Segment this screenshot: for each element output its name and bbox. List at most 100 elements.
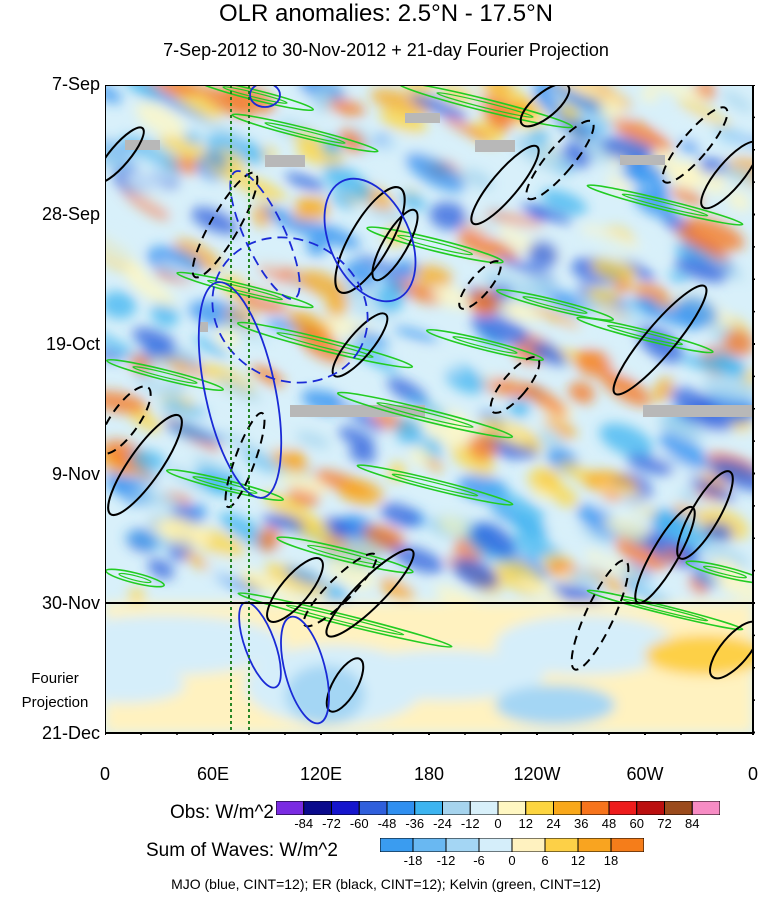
anomaly-patch (659, 431, 709, 470)
anomaly-patch (298, 269, 346, 300)
er-contour (709, 620, 753, 680)
anomaly-patch (548, 522, 588, 541)
anomaly-patch (165, 403, 210, 417)
waves-colorbar-title: Sum of Waves: W/m^2 (146, 840, 338, 861)
colorbar-swatch (691, 801, 720, 815)
anomaly-patch (158, 135, 210, 163)
colorbar-label: 48 (601, 816, 617, 831)
colorbar-swatch (664, 801, 693, 815)
anomaly-patch (599, 423, 654, 457)
anomaly-patch (508, 397, 531, 419)
anomaly-patch (293, 195, 313, 223)
anomaly-patch (379, 272, 409, 294)
kelvin-contour (276, 332, 374, 358)
kelvin-contour (685, 560, 753, 584)
kelvin-contour (376, 402, 474, 428)
anomaly-patch (124, 534, 184, 549)
anomaly-patch (596, 497, 651, 520)
hovmoller-plot (105, 85, 755, 735)
chart-subtitle: 7-Sep-2012 to 30-Nov-2012 + 21-day Fouri… (163, 40, 609, 60)
anomaly-patch (356, 255, 414, 280)
kelvin-contour (397, 234, 473, 256)
mjo-contour (197, 281, 283, 499)
y-tick-label: 19-Oct (45, 334, 100, 354)
anomaly-patch (323, 163, 373, 202)
anomaly-patch (426, 458, 444, 472)
reference-longitude-lines (230, 85, 250, 733)
anomaly-patch (612, 117, 673, 153)
x-tick-label: 120E (299, 764, 343, 784)
er-contour (470, 144, 540, 226)
kelvin-contour (425, 328, 545, 362)
anomaly-patch (105, 85, 122, 104)
anomaly-patch (527, 466, 562, 494)
anomaly-patch (645, 85, 709, 103)
kelvin-contour (264, 122, 346, 144)
colorbar-swatch (608, 801, 638, 815)
anomaly-patch (105, 226, 132, 247)
kelvin-contour (495, 288, 615, 322)
anomaly-patch (673, 244, 714, 266)
anomaly-patch (484, 489, 546, 522)
x-tick-label: 0 (99, 764, 110, 784)
anomaly-patch (521, 383, 568, 417)
colorbar-label: -84 (294, 816, 314, 831)
colorbar-swatch (636, 801, 665, 815)
anomaly-patch (667, 272, 688, 283)
anomaly-patch (702, 374, 753, 404)
kelvin-contour (452, 336, 518, 354)
anomaly-patch (650, 181, 670, 199)
anomaly-patch (598, 93, 624, 121)
anomaly-patch (695, 130, 753, 151)
anomaly-patch (381, 567, 412, 590)
anomaly-patch (568, 381, 595, 404)
er-contour (191, 171, 259, 279)
anomaly-patch (124, 85, 162, 102)
kelvin-contour (285, 604, 405, 636)
anomaly-patch (262, 513, 305, 533)
anomaly-patch (679, 488, 701, 504)
anomaly-patch (287, 310, 333, 340)
missing-data-patch (475, 140, 515, 152)
anomaly-patch (242, 568, 301, 603)
anomaly-patch (297, 220, 361, 249)
kelvin-contour (231, 113, 379, 153)
er-contour (331, 312, 389, 378)
anomaly-patch (124, 152, 181, 183)
anomaly-patch (206, 150, 228, 168)
colorbar-label: 24 (546, 816, 561, 831)
kelvin-contour (176, 271, 314, 309)
mjo-contour (249, 85, 281, 108)
anomaly-patch (683, 217, 745, 251)
anomaly-patch (447, 420, 480, 443)
anomaly-patch (461, 168, 494, 190)
colorbar-swatch (497, 801, 527, 815)
anomaly-patch (542, 416, 577, 440)
anomaly-patch (105, 329, 143, 362)
anomaly-patch (511, 515, 550, 540)
anomaly-patch (393, 326, 438, 343)
anomaly-patch (242, 279, 310, 302)
y-tick-label: 28-Sep (41, 204, 100, 224)
anomaly-patch (394, 417, 425, 446)
anomaly-patch (132, 327, 177, 353)
missing-data-patch (643, 405, 753, 417)
projection-patch (495, 615, 675, 675)
anomaly-patch (468, 288, 501, 316)
anomaly-patch (540, 189, 588, 215)
legend-footer: MJO (blue, CINT=12); ER (black, CINT=12)… (171, 876, 601, 892)
kelvin-contour (586, 589, 744, 631)
anomaly-patch (527, 240, 558, 269)
anomaly-patch (349, 305, 394, 320)
colorbar-swatch (525, 801, 554, 815)
colorbar-label: 72 (657, 816, 672, 831)
anomaly-patch (563, 322, 600, 344)
y-tick-label: 7-Sep (51, 74, 100, 94)
er-contour (676, 470, 734, 560)
anomaly-patch (105, 348, 125, 361)
anomaly-patch (353, 329, 390, 349)
missing-data-patch (265, 155, 305, 167)
er-contour (334, 186, 406, 294)
y-tick-label: 30-Nov (41, 593, 100, 613)
anomaly-patch (195, 118, 247, 141)
